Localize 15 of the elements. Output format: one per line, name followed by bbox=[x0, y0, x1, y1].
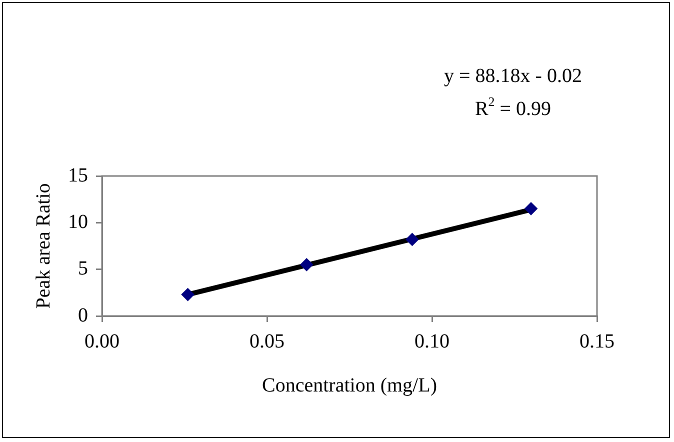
point bbox=[524, 202, 538, 216]
x-tick-label: 0.15 bbox=[580, 330, 614, 352]
point bbox=[181, 288, 194, 302]
y-tick-label: 0 bbox=[78, 304, 88, 326]
y-axis-title: Peak area Ratio bbox=[32, 183, 54, 309]
x-tick-label: 0.00 bbox=[84, 330, 120, 352]
x-tick-label: 0.05 bbox=[250, 330, 284, 352]
point bbox=[406, 232, 419, 246]
x-tick-label: 0.10 bbox=[414, 330, 450, 352]
x-axis-title: Concentration (mg/L) bbox=[262, 374, 437, 396]
point bbox=[300, 258, 314, 272]
text: y = 88.18x - 0.02 bbox=[444, 65, 582, 87]
y-tick-label: 15 bbox=[68, 164, 88, 186]
y-tick-label: 10 bbox=[68, 210, 88, 233]
y-tick-label: 5 bbox=[78, 258, 88, 280]
